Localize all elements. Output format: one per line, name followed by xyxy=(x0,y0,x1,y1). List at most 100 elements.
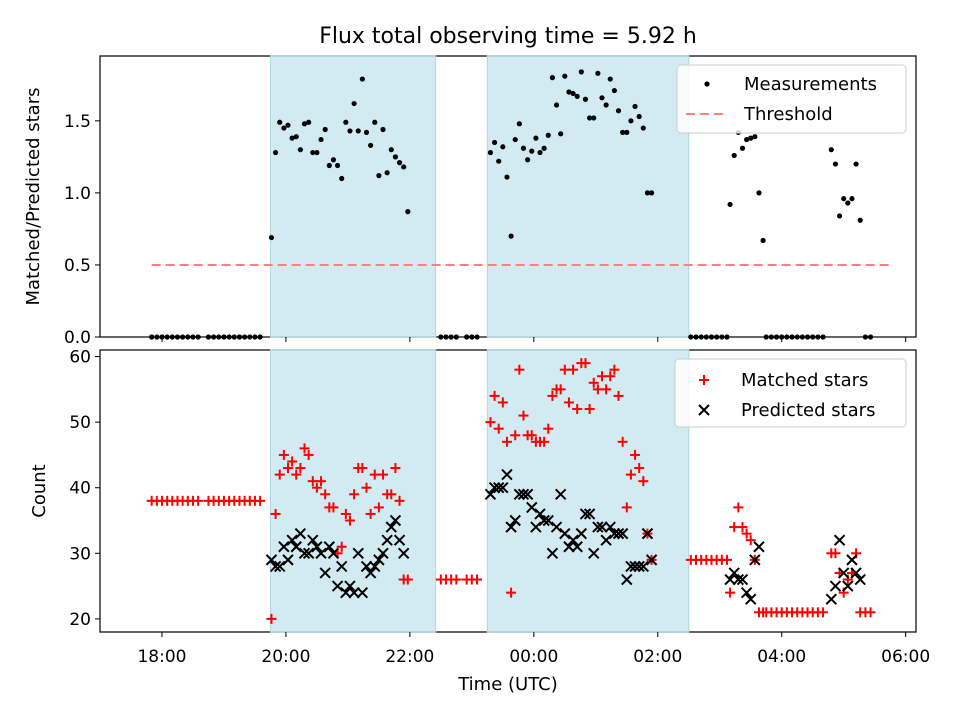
y-tick-label: 0.0 xyxy=(64,328,91,348)
predicted-star-point xyxy=(377,547,389,560)
predicted-star-point xyxy=(825,593,838,605)
matched-star-point xyxy=(501,436,512,447)
ratio-legend: Measurements Threshold xyxy=(676,64,907,134)
measurement-points xyxy=(149,69,874,340)
ratio-y-axis-label: Matched/Predicted stars xyxy=(23,88,44,306)
count-points xyxy=(146,358,876,624)
predicted-star-point xyxy=(592,521,604,533)
measurement-point xyxy=(708,334,715,340)
predicted-star-point xyxy=(625,560,637,573)
y-tick-label: 20 xyxy=(69,610,91,630)
matched-star-point xyxy=(588,377,599,388)
measurement-point xyxy=(591,115,597,121)
measurement-point xyxy=(242,334,248,340)
matched-star-point xyxy=(526,430,537,441)
matched-star-point xyxy=(497,397,508,408)
matched-star-point xyxy=(737,522,748,533)
predicted-star-point xyxy=(360,560,373,573)
matched-star-point xyxy=(514,364,525,375)
shaded-interval-0 xyxy=(269,349,437,633)
measurement-point xyxy=(289,135,295,141)
predicted-star-point xyxy=(563,541,575,553)
measurement-point xyxy=(330,157,337,163)
measurement-point xyxy=(744,136,750,143)
matched-star-point xyxy=(390,463,401,474)
predicted-star-point xyxy=(331,580,344,592)
matched-star-point xyxy=(547,390,558,401)
measurement-point xyxy=(828,147,834,153)
predicted-star-point xyxy=(352,547,364,560)
measurement-point xyxy=(504,174,510,180)
predicted-star-point xyxy=(724,573,736,586)
x-tick-label: 00:00 xyxy=(509,647,558,667)
matched-star-point xyxy=(580,358,591,369)
matched-star-point xyxy=(584,404,595,415)
measurement-point xyxy=(226,334,232,340)
matched-star-point xyxy=(316,476,327,487)
predicted-star-point xyxy=(294,527,307,540)
predicted-star-point xyxy=(829,580,842,592)
matched-star-point xyxy=(373,502,384,513)
predicted-star-point xyxy=(575,527,588,540)
measurement-point xyxy=(512,136,518,143)
measurement-point xyxy=(297,147,303,153)
matched-star-point xyxy=(357,463,368,474)
matched-star-point xyxy=(510,430,521,441)
matched-star-point xyxy=(451,574,462,585)
measurement-point xyxy=(545,132,551,138)
matched-star-point xyxy=(299,443,310,454)
count-x-ticks: 18:00 20:00 22:00 00:00 02:00 04:00 06:00 xyxy=(137,632,930,667)
measurement-point xyxy=(799,334,805,340)
measurement-point xyxy=(322,126,328,133)
x-tick-label: 02:00 xyxy=(633,647,682,667)
predicted-star-point xyxy=(559,527,571,540)
measurement-point xyxy=(841,196,847,202)
measurement-point xyxy=(368,142,374,148)
measurement-point xyxy=(562,73,568,79)
count-y-axis-label: Count xyxy=(29,464,50,517)
predicted-star-point xyxy=(298,547,311,560)
predicted-star-point xyxy=(356,586,369,599)
measurement-point xyxy=(867,334,874,340)
measurement-point xyxy=(760,237,766,244)
matched-star-point xyxy=(721,554,732,565)
predicted-star-point xyxy=(488,482,501,494)
predicted-star-point xyxy=(497,482,509,494)
measurement-point xyxy=(748,135,754,141)
measurement-point xyxy=(310,149,316,156)
predicted-star-point xyxy=(745,593,757,605)
x-tick-label: 20:00 xyxy=(261,647,310,667)
measurement-point xyxy=(520,145,527,151)
predicted-star-point xyxy=(501,468,513,481)
measurement-point xyxy=(644,190,651,196)
matched-star-point xyxy=(568,364,579,375)
predicted-star-point xyxy=(278,541,290,553)
predicted-star-point xyxy=(521,488,534,500)
measurement-point xyxy=(763,334,769,340)
measurement-point xyxy=(820,334,826,340)
measurement-point xyxy=(277,119,283,125)
ratio-panel: 0.0 0.5 1.0 1.5 Matched/Predicted stars Mea… xyxy=(23,55,917,348)
measurement-point xyxy=(804,334,811,340)
predicted-star-point xyxy=(604,521,616,533)
predicted-star-point xyxy=(612,527,625,540)
measurement-point xyxy=(318,136,324,143)
measurement-point xyxy=(401,164,407,170)
predicted-star-point xyxy=(526,501,538,514)
matched-star-point xyxy=(818,607,829,618)
measurement-point xyxy=(558,131,564,137)
measurement-point xyxy=(339,175,345,182)
x-tick-label: 06:00 xyxy=(881,647,930,667)
measurement-point xyxy=(190,334,196,340)
matched-star-point xyxy=(563,397,574,408)
matched-star-point xyxy=(328,502,339,513)
measurement-point xyxy=(236,334,243,340)
legend-label: Threshold xyxy=(743,104,833,125)
matched-star-point xyxy=(609,364,620,375)
measurement-point xyxy=(195,334,201,340)
measurement-point xyxy=(587,115,593,121)
predicted-star-point xyxy=(315,547,327,560)
measurement-point xyxy=(359,76,365,82)
matched-star-point xyxy=(625,469,636,480)
measurement-point xyxy=(392,154,399,160)
